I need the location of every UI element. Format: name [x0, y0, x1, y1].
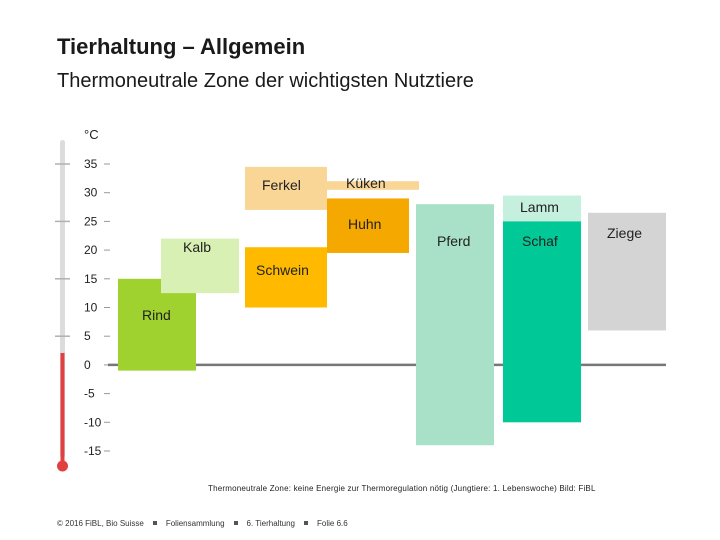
bar-label-schwein: Schwein: [256, 262, 309, 278]
page-subtitle: Thermoneutrale Zone der wichtigsten Nutz…: [57, 70, 474, 92]
footer-separator: [152, 521, 157, 526]
footer-separator: [304, 521, 309, 526]
bar-label-lamm: Lamm: [520, 199, 559, 215]
bar-schwein: [245, 247, 327, 308]
footer: © 2016 FiBL, Bio Suisse Foliensammlung 6. …: [57, 519, 348, 528]
bar-lamm: [503, 195, 581, 222]
y-tick-label: 20: [84, 243, 98, 257]
y-tick-label: 35: [84, 157, 98, 171]
y-tick-label: -5: [84, 387, 95, 401]
bar-schaf: [503, 215, 581, 423]
bar-label-kueken: Küken: [346, 175, 386, 191]
footer-collection: Foliensammlung: [165, 519, 225, 528]
y-tick-label: 25: [84, 214, 98, 228]
y-tick-label: -10: [84, 415, 102, 429]
bar-rind: [118, 278, 196, 371]
bar-kueken: [327, 181, 419, 190]
bar-kalb: [161, 238, 239, 294]
bar-huhn: [327, 198, 409, 253]
y-tick-label: 5: [84, 329, 91, 343]
footnote: Thermoneutrale Zone: keine Energie zur T…: [208, 484, 596, 493]
bar-pferd: [416, 204, 494, 446]
thermometer-icon: [55, 140, 70, 472]
footer-copyright: © 2016 FiBL, Bio Suisse: [57, 519, 144, 528]
bar-label-kalb: Kalb: [183, 239, 211, 255]
bar-label-rind: Rind: [142, 307, 171, 323]
bar-label-pferd: Pferd: [437, 233, 470, 249]
page-title: Tierhaltung – Allgemein: [57, 34, 306, 59]
footer-slide: Folie 6.6: [317, 519, 348, 528]
bar-ziege: [588, 212, 666, 331]
y-tick-label: 10: [84, 301, 98, 315]
y-tick-label: -15: [84, 444, 102, 458]
bar-label-schaf: Schaf: [522, 233, 558, 249]
footer-separator: [233, 521, 238, 526]
unit-label: °C: [84, 127, 99, 142]
y-tick-label: 30: [84, 186, 98, 200]
bar-label-ziege: Ziege: [607, 225, 642, 241]
bar-label-ferkel: Ferkel: [262, 177, 301, 193]
bar-label-huhn: Huhn: [348, 216, 381, 232]
y-tick-label: 0: [84, 358, 91, 372]
bar-ferkel: [245, 166, 327, 210]
footer-chapter: 6. Tierhaltung: [246, 519, 296, 528]
y-tick-label: 15: [84, 272, 98, 286]
